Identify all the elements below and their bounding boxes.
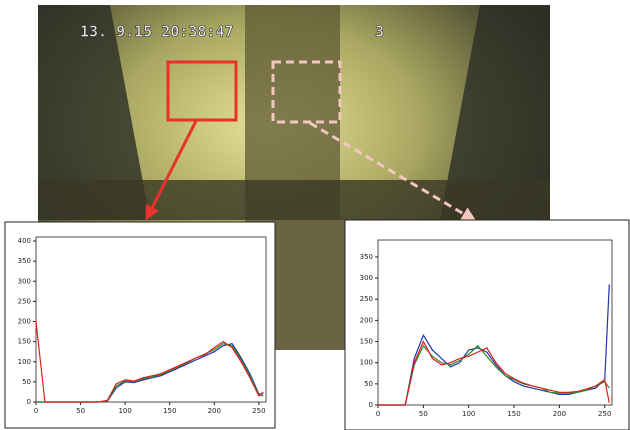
- y-tick-label: 150: [18, 338, 31, 346]
- y-tick-label: 300: [360, 274, 373, 282]
- y-tick-label: 200: [18, 318, 31, 326]
- x-tick-label: 200: [553, 410, 566, 418]
- x-tick-label: 150: [507, 410, 520, 418]
- y-tick-label: 50: [364, 380, 373, 388]
- figure: 13. 9.15 20:38:47 3 0 50 100 150 200 250 300 35…: [0, 0, 630, 430]
- chart-panel: [5, 222, 275, 428]
- y-tick-label: 250: [18, 297, 31, 305]
- y-tick-label: 150: [360, 338, 373, 346]
- composite: 13. 9.15 20:38:47 3 0 50 100 150 200 250 300 35…: [0, 0, 630, 430]
- x-tick-label: 150: [163, 407, 176, 415]
- chart-panel: [345, 220, 629, 430]
- y-tick-label: 100: [360, 359, 373, 367]
- x-tick-label: 100: [462, 410, 475, 418]
- x-tick-label: 50: [419, 410, 428, 418]
- y-tick-label: 250: [360, 295, 373, 303]
- camera-number: 3: [375, 23, 384, 41]
- x-tick-label: 100: [118, 407, 131, 415]
- x-tick-label: 0: [376, 410, 380, 418]
- y-tick-label: 350: [18, 257, 31, 265]
- x-tick-label: 50: [76, 407, 85, 415]
- y-tick-label: 50: [22, 378, 31, 386]
- y-tick-label: 0: [27, 398, 31, 406]
- y-tick-label: 300: [18, 277, 31, 285]
- x-tick-label: 200: [208, 407, 221, 415]
- y-tick-label: 350: [360, 253, 373, 261]
- x-tick-label: 250: [252, 407, 265, 415]
- y-tick-label: 100: [18, 358, 31, 366]
- y-tick-label: 0: [369, 401, 373, 409]
- x-tick-label: 250: [598, 410, 611, 418]
- y-tick-label: 400: [18, 237, 31, 245]
- x-tick-label: 0: [34, 407, 38, 415]
- y-tick-label: 200: [360, 316, 373, 324]
- timestamp: 13. 9.15 20:38:47: [80, 23, 234, 41]
